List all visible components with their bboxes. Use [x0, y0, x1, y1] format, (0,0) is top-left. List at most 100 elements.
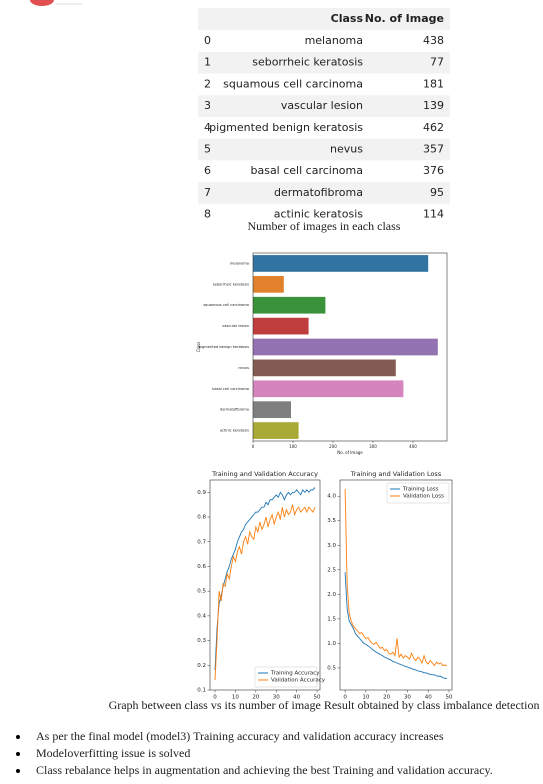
legend-label: Training Accuracy: [270, 671, 320, 677]
y-tick-label: nevus: [238, 366, 249, 370]
x-tick-label: 400: [409, 444, 417, 449]
table-cell: 4: [204, 121, 211, 134]
bar: [253, 255, 429, 272]
x-tick-label: 40: [293, 695, 300, 701]
table-header-cell: Class: [331, 12, 364, 25]
y-tick-label: 4.0: [327, 494, 336, 500]
table-cell: vascular lesion: [281, 99, 363, 112]
bar: [253, 380, 404, 398]
x-tick-label: 20: [383, 695, 390, 701]
x-tick-label: 40: [425, 695, 432, 701]
table-cell: 2: [204, 77, 211, 90]
y-tick-label: 0.9: [197, 490, 206, 496]
plot-frame: [339, 479, 453, 691]
y-tick-label: 0.4: [197, 613, 206, 619]
table-cell: 3: [204, 99, 211, 112]
table-caption: Number of images in each class: [248, 219, 401, 233]
x-tick-label: 0: [343, 695, 347, 701]
logo-fragment: [30, 0, 54, 6]
bullet-text: Class rebalance helps in augmentation an…: [36, 763, 493, 777]
series-line: [344, 572, 448, 680]
table-cell: 139: [423, 99, 444, 112]
y-tick-label: 3.0: [327, 543, 336, 549]
y-tick-label: squamous cell carcinoma: [203, 303, 249, 307]
bar: [253, 401, 291, 419]
y-tick-label: 0.7: [197, 539, 206, 545]
y-tick-label: seborrheic keratosis: [213, 282, 249, 286]
table-row-bg: [198, 182, 450, 204]
table-cell: 8: [204, 208, 211, 221]
y-tick-label: 0.2: [197, 663, 206, 669]
table-cell: 1: [204, 56, 211, 69]
plot-frame: [252, 252, 448, 442]
x-tick-label: 10: [232, 695, 239, 701]
bullet-dot: [16, 769, 20, 773]
table-row-bg: [198, 95, 450, 117]
table-cell: 376: [423, 164, 444, 177]
table-cell: nevus: [330, 143, 363, 156]
table-cell: seborrheic keratosis: [252, 56, 363, 69]
y-tick-label: 3.5: [327, 518, 336, 524]
chart-title: Training and Validation Loss: [350, 470, 442, 478]
bar: [253, 359, 396, 377]
legend-box: [254, 666, 318, 688]
table-cell: pigmented benign keratosis: [209, 121, 363, 134]
x-tick-label: 0: [213, 695, 217, 701]
table-cell: melanoma: [305, 34, 363, 47]
x-tick-label: 0: [252, 444, 255, 449]
table-header-bg: [198, 8, 450, 30]
y-tick-label: melanoma: [230, 261, 249, 265]
legend-label: Training Loss: [402, 487, 439, 493]
x-tick-label: 50: [314, 695, 321, 701]
y-axis-label: Class: [196, 342, 201, 353]
x-tick-label: 200: [329, 444, 337, 449]
x-tick-label: 10: [362, 695, 369, 701]
y-tick-label: 0.5: [327, 665, 336, 671]
table-cell: dermatofibroma: [274, 186, 363, 199]
y-tick-label: dermatofibroma: [220, 408, 249, 412]
table-cell: 7: [204, 186, 211, 199]
bar: [253, 422, 299, 439]
table-cell: squamous cell carcinoma: [223, 77, 363, 90]
bullet-dot: [16, 752, 20, 756]
x-axis-label: No. of Image: [337, 450, 363, 455]
table-cell: 95: [430, 186, 444, 199]
y-tick-label: 2.0: [327, 592, 336, 598]
chart-title: Training and Validation Accuracy: [211, 470, 318, 478]
figure-caption: Graph between class vs its number of ima…: [109, 698, 540, 712]
table-header-cell: No. of Image: [365, 12, 444, 25]
y-tick-label: 0.8: [197, 515, 206, 521]
bullet-dot: [16, 735, 20, 739]
series-line: [214, 487, 316, 671]
series-line: [344, 488, 448, 667]
table-cell: 77: [430, 56, 444, 69]
legend-box: [386, 482, 450, 504]
table-cell: 357: [423, 143, 444, 156]
y-tick-label: pigmented benign keratosis: [199, 345, 249, 349]
table-cell: 181: [423, 77, 444, 90]
y-tick-label: actinic keratosis: [220, 429, 249, 433]
x-tick-label: 30: [273, 695, 280, 701]
x-tick-label: 300: [369, 444, 377, 449]
table-cell: 438: [423, 34, 444, 47]
y-tick-label: 0.1: [197, 688, 206, 694]
x-tick-label: 30: [404, 695, 411, 701]
bar: [253, 338, 438, 356]
plot-frame: [209, 479, 321, 691]
y-tick-label: 0.5: [197, 589, 206, 595]
bar: [253, 317, 309, 335]
y-tick-label: 2.5: [327, 567, 336, 573]
table-cell: 462: [423, 121, 444, 134]
y-tick-label: basal cell carcinoma: [212, 387, 249, 391]
table-cell: 6: [204, 164, 211, 177]
series-line: [214, 504, 316, 681]
bullet-text: As per the final model (model3) Training…: [36, 729, 444, 743]
table-cell: 0: [204, 34, 211, 47]
table-row-bg: [198, 51, 450, 74]
y-tick-label: vascular lesion: [222, 324, 249, 328]
legend-label: Validation Accuracy: [271, 678, 326, 684]
bullet-text: Modeloverfitting issue is solved: [36, 746, 190, 760]
table-row-bg: [198, 138, 450, 161]
table-cell: 114: [423, 208, 444, 221]
